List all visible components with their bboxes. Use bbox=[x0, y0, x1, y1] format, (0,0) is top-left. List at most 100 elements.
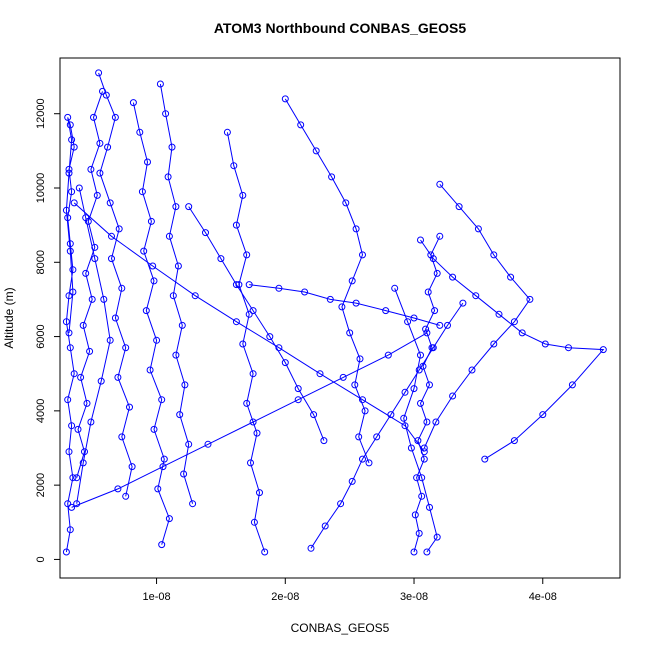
data-point bbox=[142, 307, 150, 315]
data-point bbox=[93, 191, 101, 199]
data-point bbox=[423, 548, 431, 556]
data-point bbox=[158, 396, 166, 404]
data-point bbox=[66, 121, 74, 129]
data-point bbox=[172, 203, 180, 211]
data-point bbox=[361, 407, 369, 415]
data-point bbox=[426, 381, 433, 389]
data-point bbox=[165, 232, 173, 240]
series-9 bbox=[417, 236, 607, 463]
data-point bbox=[391, 284, 399, 292]
data-point bbox=[415, 366, 423, 374]
data-point bbox=[77, 373, 85, 381]
data-point bbox=[266, 333, 274, 341]
data-point bbox=[256, 489, 263, 497]
data-point bbox=[95, 69, 103, 77]
series-line bbox=[98, 72, 133, 497]
data-point bbox=[565, 344, 572, 352]
data-point bbox=[568, 381, 576, 389]
data-point bbox=[281, 359, 289, 367]
x-tick-label: 4e-08 bbox=[529, 591, 557, 603]
data-point bbox=[321, 522, 329, 530]
data-point bbox=[432, 418, 440, 426]
data-point bbox=[154, 485, 162, 493]
data-point bbox=[62, 206, 70, 214]
data-point bbox=[423, 329, 431, 337]
data-point bbox=[172, 351, 180, 359]
data-point bbox=[185, 203, 193, 211]
data-point bbox=[351, 381, 359, 389]
data-point bbox=[144, 158, 151, 166]
series-line bbox=[73, 202, 425, 452]
data-point bbox=[526, 295, 534, 303]
data-point bbox=[404, 318, 412, 326]
data-point bbox=[150, 277, 158, 285]
data-point bbox=[281, 95, 289, 103]
data-point bbox=[490, 340, 498, 348]
data-point bbox=[413, 474, 421, 482]
data-point bbox=[204, 440, 212, 448]
series-10 bbox=[420, 180, 534, 452]
y-axis: 0 2000 4000 6000 8000 10000 12000 bbox=[35, 98, 60, 562]
data-point bbox=[420, 455, 428, 463]
data-point bbox=[68, 188, 76, 196]
data-point bbox=[87, 418, 95, 426]
data-point bbox=[247, 459, 254, 467]
data-point bbox=[66, 240, 74, 248]
data-point bbox=[481, 455, 489, 463]
data-point bbox=[495, 310, 503, 318]
data-point bbox=[490, 251, 498, 259]
series-2 bbox=[95, 69, 136, 500]
data-point bbox=[165, 515, 173, 523]
data-point bbox=[307, 544, 315, 552]
data-point bbox=[86, 347, 94, 355]
data-point bbox=[104, 143, 112, 151]
data-point bbox=[181, 381, 189, 389]
x-tick-label: 1e-08 bbox=[142, 591, 170, 603]
series-15 bbox=[73, 184, 114, 508]
data-point bbox=[510, 437, 518, 445]
series-0 bbox=[62, 113, 78, 556]
data-point bbox=[70, 199, 78, 207]
data-point bbox=[373, 433, 381, 441]
data-point bbox=[301, 288, 309, 296]
series-12 bbox=[68, 329, 431, 511]
data-point bbox=[253, 429, 261, 437]
data-point bbox=[129, 99, 137, 107]
data-point bbox=[249, 307, 257, 315]
data-point bbox=[239, 191, 247, 199]
data-point bbox=[146, 366, 154, 374]
data-point bbox=[185, 440, 193, 448]
data-point bbox=[449, 273, 457, 281]
data-point bbox=[69, 266, 77, 274]
data-point bbox=[202, 229, 209, 237]
data-point bbox=[159, 463, 167, 471]
data-point bbox=[337, 500, 345, 508]
data-point bbox=[328, 173, 336, 181]
series-line bbox=[132, 102, 170, 545]
data-point bbox=[410, 548, 418, 556]
data-point bbox=[423, 418, 431, 426]
y-axis-label: Altitude (m) bbox=[2, 287, 16, 348]
data-point bbox=[355, 433, 363, 441]
data-point bbox=[79, 459, 87, 467]
data-point bbox=[66, 247, 74, 255]
data-point bbox=[75, 184, 83, 192]
data-point bbox=[232, 281, 240, 289]
data-point bbox=[359, 251, 366, 259]
data-point bbox=[468, 366, 476, 374]
data-point bbox=[312, 147, 320, 155]
series-13 bbox=[245, 281, 444, 329]
data-point bbox=[164, 173, 172, 181]
data-point bbox=[180, 470, 188, 478]
data-point bbox=[472, 292, 480, 300]
data-point bbox=[429, 255, 437, 263]
data-point bbox=[239, 340, 247, 348]
y-tick-label: 10000 bbox=[35, 173, 47, 204]
series-line bbox=[76, 187, 111, 504]
data-point bbox=[436, 232, 444, 240]
data-point bbox=[419, 362, 427, 370]
data-point bbox=[418, 474, 426, 482]
data-point bbox=[108, 255, 115, 263]
